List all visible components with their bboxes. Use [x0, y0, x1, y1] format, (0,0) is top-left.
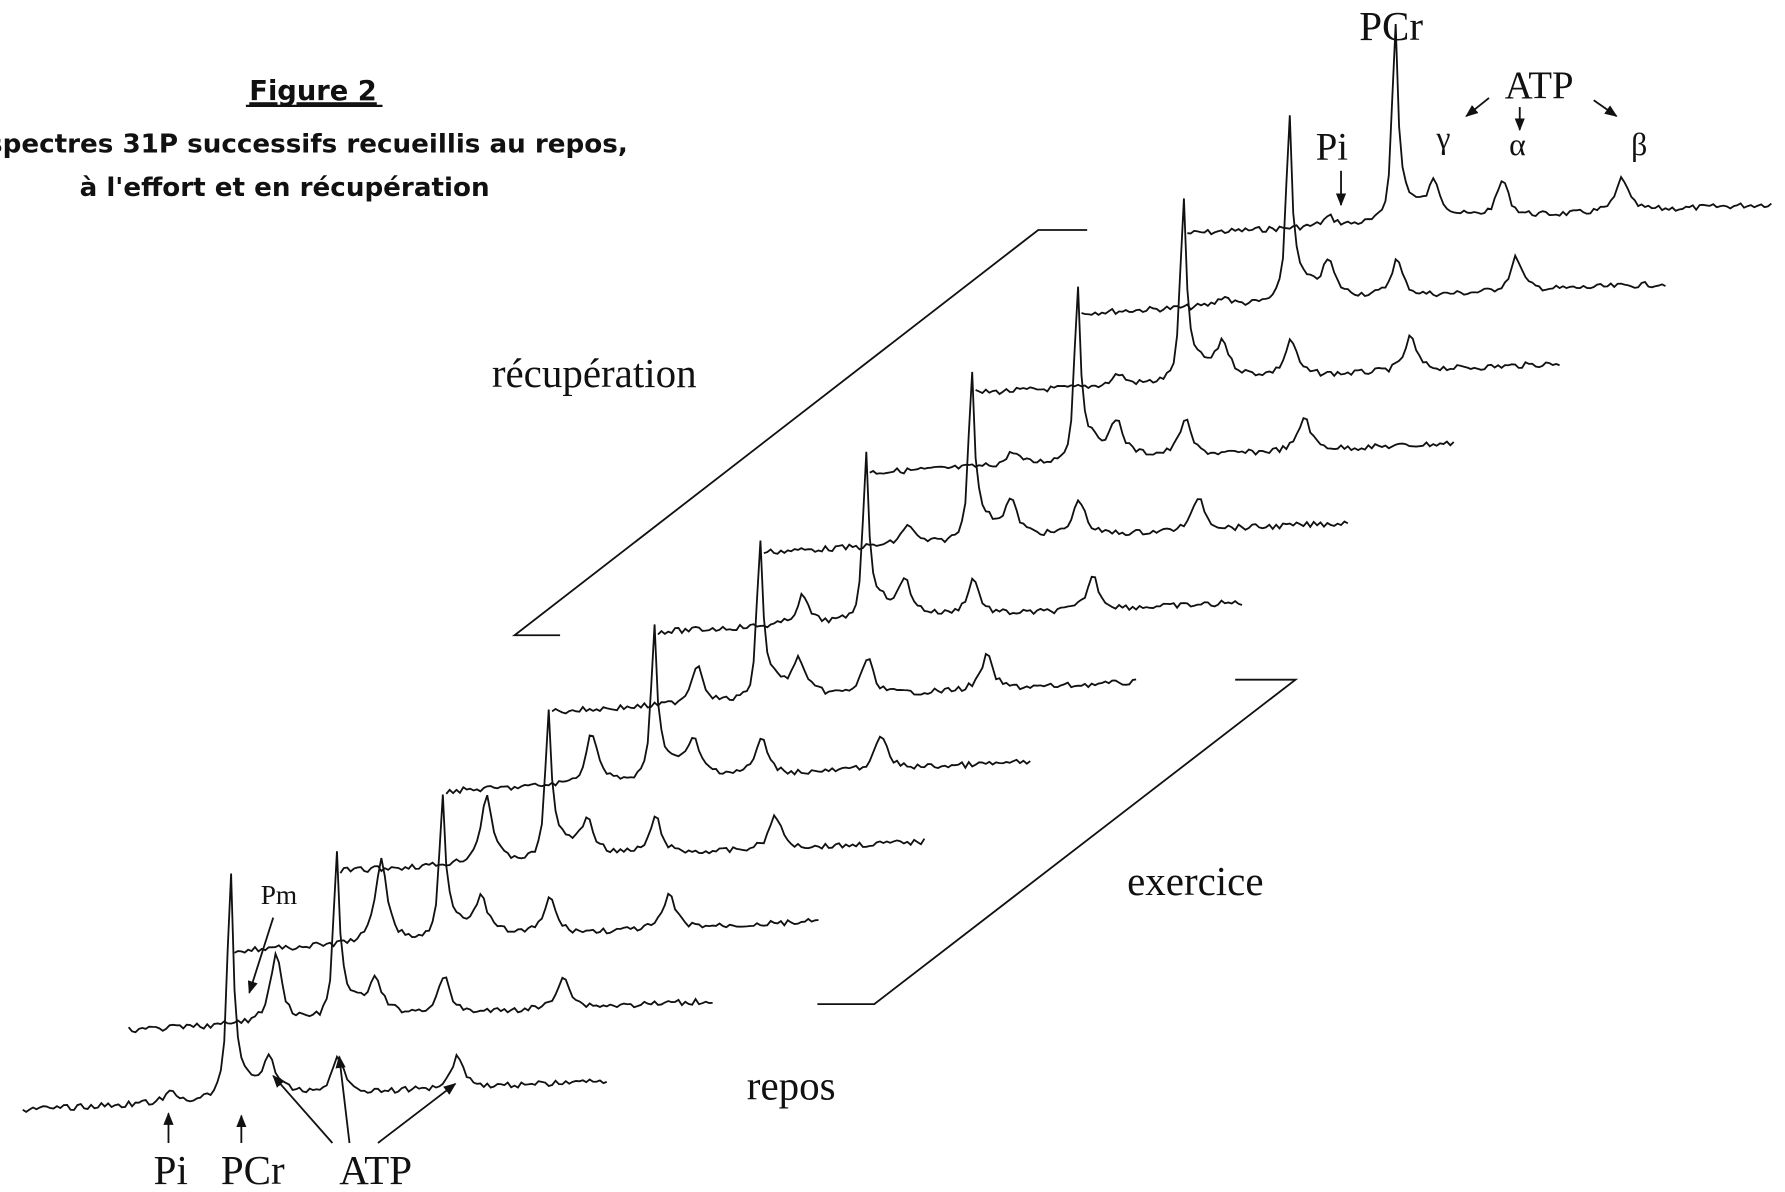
spectrum	[127, 851, 713, 1034]
phase-label: repos	[747, 1063, 836, 1109]
spectrum	[22, 873, 608, 1114]
phase-label: exercice	[1127, 858, 1263, 904]
spectrum	[551, 540, 1137, 715]
spectra	[22, 24, 1772, 1114]
spectrum	[763, 371, 1349, 555]
bracket	[511, 229, 1088, 637]
gamma-label: γ	[1435, 120, 1450, 155]
beta-label: β	[1631, 127, 1647, 162]
pi-label: Pi	[154, 1147, 188, 1192]
spectrum	[1081, 115, 1666, 317]
atp-label: ATP	[339, 1147, 412, 1192]
spectrum	[657, 451, 1243, 636]
arrow	[272, 1074, 334, 1144]
arrow	[1465, 97, 1490, 117]
pcr-label: PCr	[1359, 3, 1423, 49]
figure-title: Figure 2	[249, 76, 377, 107]
spectrum	[339, 709, 926, 874]
arrow	[1593, 99, 1618, 117]
alpha-label: α	[1509, 127, 1526, 162]
arrow	[377, 1083, 457, 1144]
arrow	[335, 1055, 351, 1144]
bracket	[817, 678, 1299, 1006]
spectrum	[234, 794, 819, 954]
arrow	[247, 917, 275, 994]
spectrum	[869, 286, 1455, 475]
spectrum	[445, 624, 1031, 795]
pcr-label: PCr	[221, 1147, 285, 1192]
phase-label: récupération	[492, 350, 697, 396]
pm-label: Pm	[261, 880, 297, 910]
atp-label: ATP	[1505, 65, 1574, 107]
pi-label: Pi	[1316, 126, 1349, 168]
caption-line: à l'effort et en récupération	[80, 173, 490, 203]
caption-line: de spectres 31P successifs recueillis au…	[0, 130, 628, 160]
spectrum	[1187, 24, 1772, 236]
